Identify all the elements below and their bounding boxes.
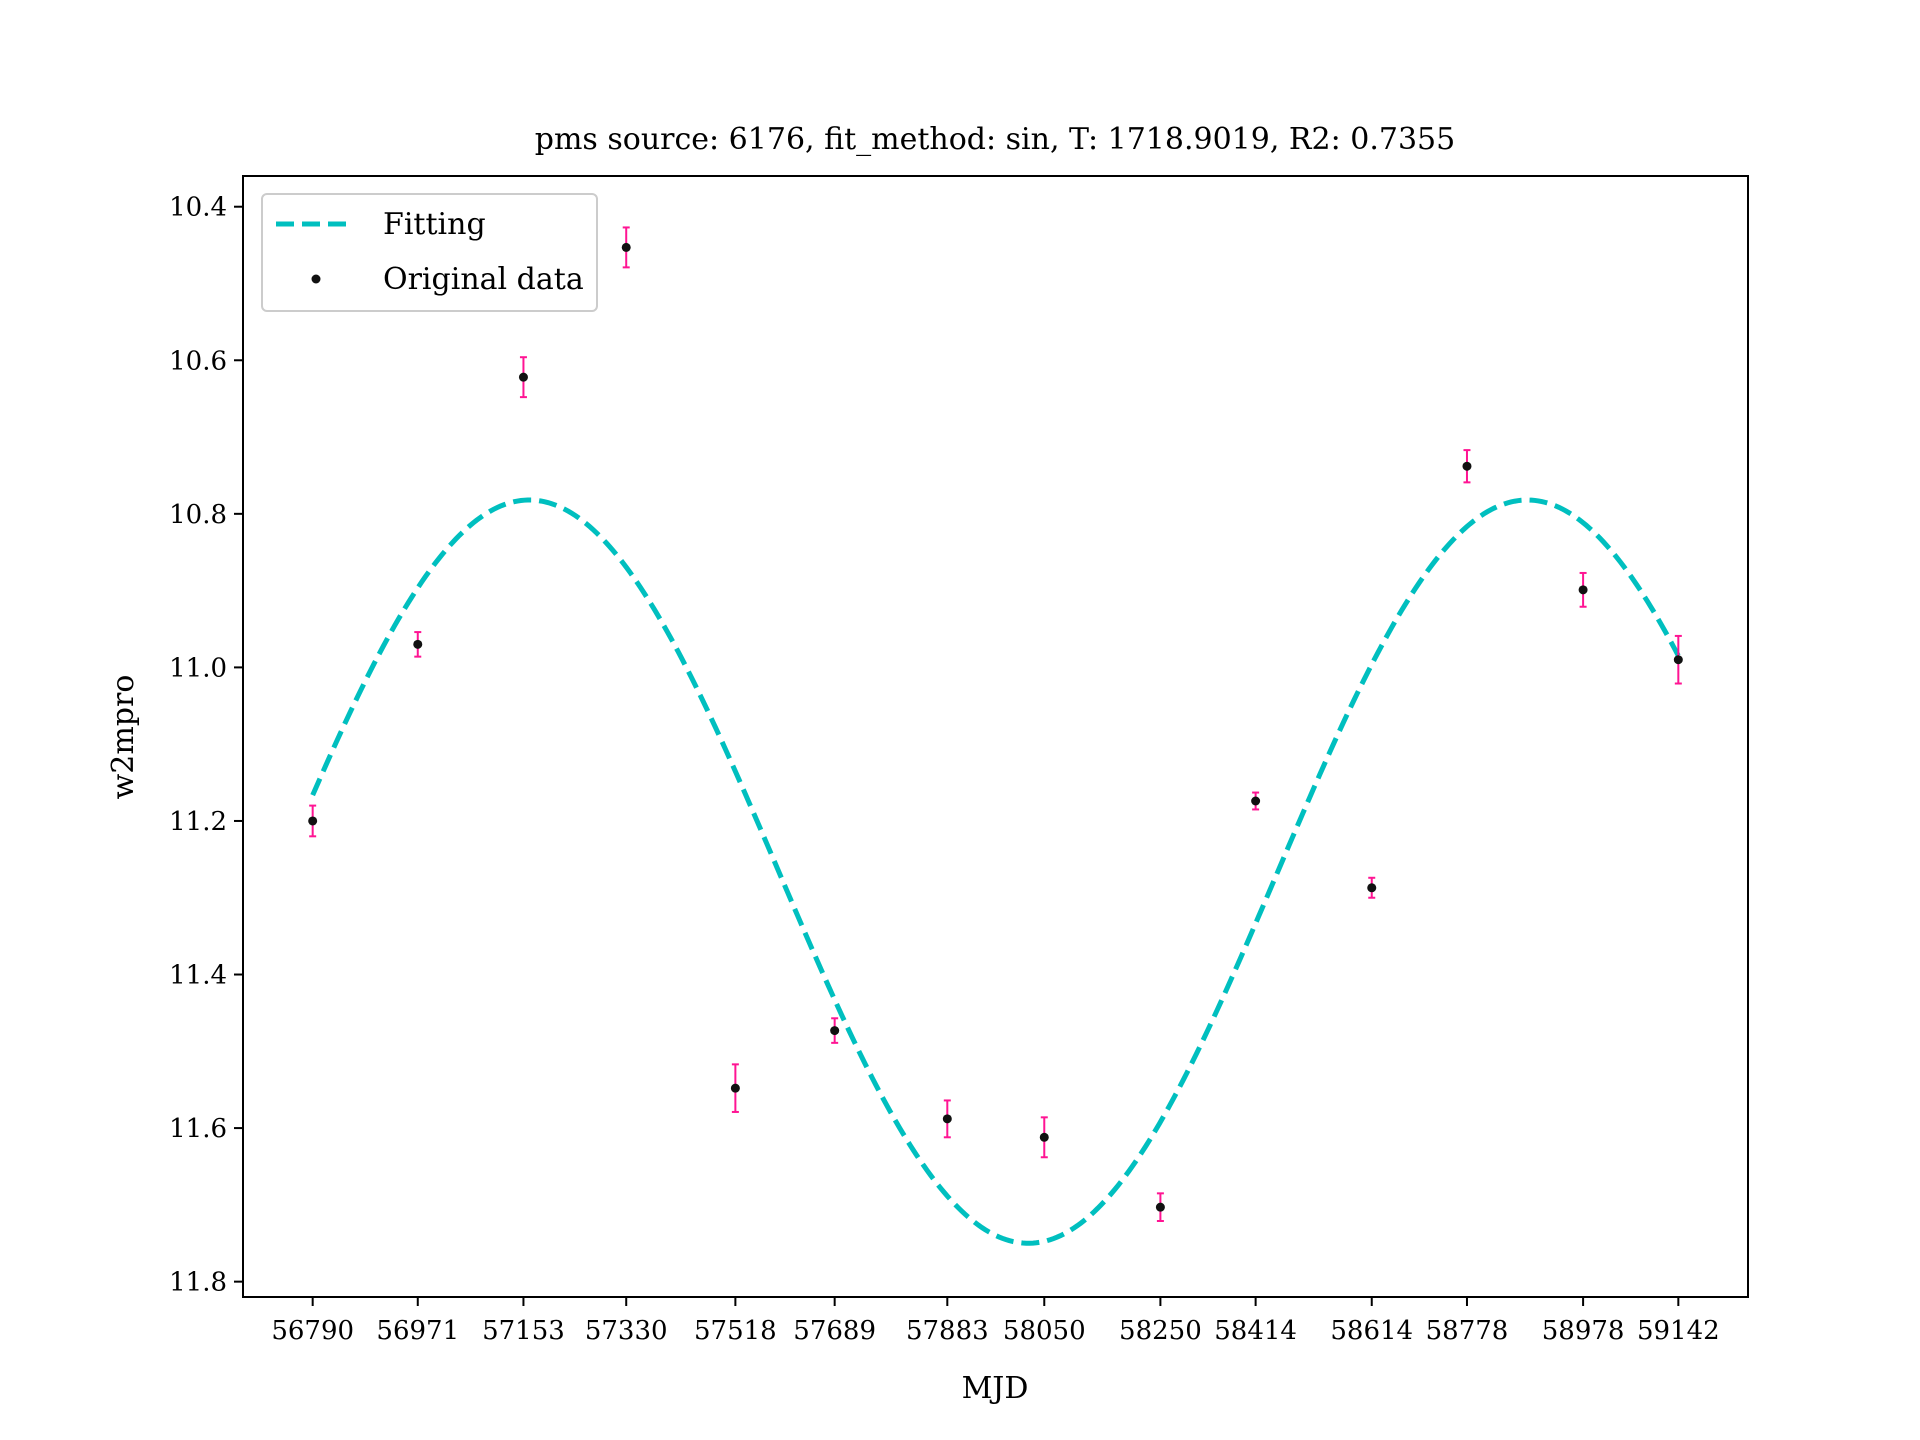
y-tick-label: 11.8 (169, 1268, 227, 1298)
data-point (518, 372, 528, 382)
x-tick-label: 57883 (906, 1316, 989, 1346)
data-point (942, 1114, 952, 1124)
y-tick-label: 10.6 (169, 346, 227, 376)
x-tick-label: 56971 (376, 1316, 459, 1346)
x-tick-label: 57518 (694, 1316, 777, 1346)
data-point (308, 816, 318, 826)
y-tick-label: 10.8 (169, 500, 227, 530)
x-tick-label: 56790 (271, 1316, 354, 1346)
y-tick-label: 11.4 (169, 961, 227, 991)
legend: Fitting Original data (261, 193, 598, 312)
x-axis-label: MJD (962, 1371, 1029, 1406)
fit-curve (310, 497, 1681, 1246)
x-tick-label: 58250 (1119, 1316, 1202, 1346)
x-tick-label: 59142 (1637, 1316, 1720, 1346)
y-tick-label: 11.6 (169, 1114, 227, 1144)
x-tick-label: 57330 (585, 1316, 668, 1346)
x-tick-label: 58050 (1003, 1316, 1086, 1346)
data-point (830, 1026, 840, 1036)
y-axis: 10.4 10.6 10.8 11.0 11.2 11.4 11.6 11.8 (169, 193, 243, 1298)
x-axis: 56790 56971 57153 57330 57518 57689 57883 58050… (271, 1297, 1720, 1346)
data-point (1155, 1202, 1165, 1212)
data-points (308, 242, 1683, 1212)
data-point (730, 1083, 740, 1093)
data-point (1462, 461, 1472, 471)
legend-fitting-label: Fitting (383, 207, 486, 242)
x-tick-label: 58614 (1330, 1316, 1413, 1346)
data-point (413, 639, 423, 649)
legend-original-data-label: Original data (383, 262, 584, 297)
data-point (621, 242, 631, 252)
x-tick-label: 58778 (1426, 1316, 1509, 1346)
x-tick-label: 57689 (793, 1316, 876, 1346)
x-tick-label: 58414 (1214, 1316, 1297, 1346)
x-tick-label: 58978 (1542, 1316, 1625, 1346)
data-point (1578, 585, 1588, 595)
x-tick-label: 57153 (482, 1316, 565, 1346)
legend-original-data-marker (311, 274, 321, 284)
y-axis-label: w2mpro (106, 675, 141, 800)
y-tick-label: 10.4 (169, 193, 227, 223)
errorbars (309, 226, 1682, 1222)
plot-area (308, 226, 1683, 1246)
y-tick-label: 11.2 (169, 807, 227, 837)
data-point (1367, 883, 1377, 893)
chart-title: pms source: 6176, fit_method: sin, T: 17… (535, 122, 1455, 157)
data-point (1039, 1132, 1049, 1142)
axes-frame (242, 175, 1749, 1298)
data-point (1251, 796, 1261, 806)
data-point (1673, 655, 1683, 665)
y-tick-label: 11.0 (169, 653, 227, 683)
